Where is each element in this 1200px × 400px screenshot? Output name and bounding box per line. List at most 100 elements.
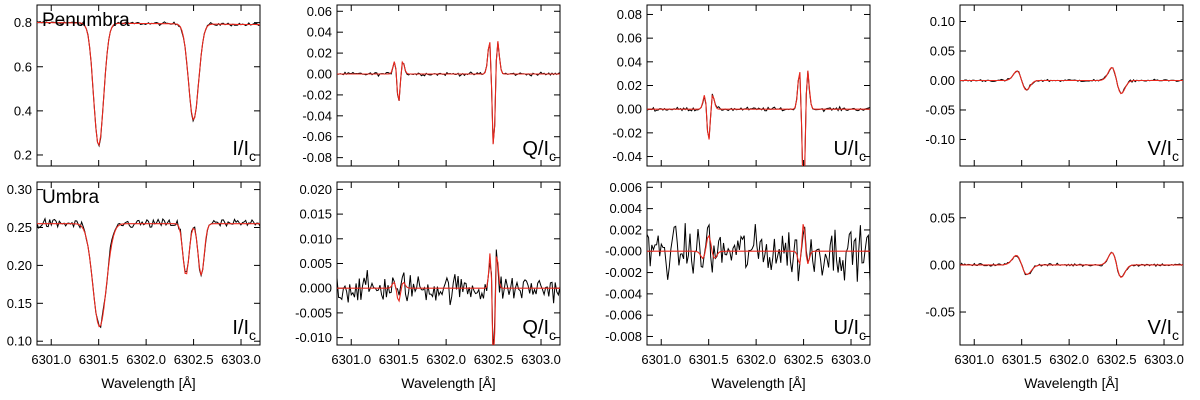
y-tick-label: 0.00 bbox=[930, 73, 955, 88]
y-tick-label: 0.15 bbox=[7, 296, 32, 311]
panel-umbra-v: -0.05 0.00 0.05 6301.0 6301.5 6302.0 6302.5 630… bbox=[925, 181, 1184, 391]
y-tick-label: -0.005 bbox=[295, 305, 332, 320]
y-tick-label: 0.002 bbox=[609, 222, 642, 237]
panel-penumbra-v: -0.10 -0.05 0.00 0.05 0.10 V/Ic bbox=[925, 4, 1184, 167]
observed-profile-line bbox=[37, 20, 260, 148]
plot-frame bbox=[36, 181, 261, 346]
y-tick-label: -0.004 bbox=[605, 286, 642, 301]
panel-penumbra-i: 0.2 0.4 0.6 0.8 Penumbra I/Ic bbox=[14, 4, 261, 167]
plot-frame bbox=[959, 4, 1184, 167]
observed-profile-line bbox=[337, 42, 560, 144]
region-label: Umbra bbox=[42, 187, 99, 208]
y-tick-label: 0.04 bbox=[307, 25, 332, 40]
y-tick-label: 0.06 bbox=[617, 31, 642, 46]
x-tick-label: 6303.0 bbox=[831, 352, 871, 367]
fit-profile-line bbox=[37, 223, 260, 328]
panel-penumbra-q: -0.08 -0.06 -0.04 -0.02 0.00 0.02 0.04 0.06 Q/Ic bbox=[302, 4, 561, 167]
x-tick-label: 6303.0 bbox=[221, 352, 261, 367]
fit-profile-line bbox=[647, 224, 870, 266]
y-tick-label: 0.00 bbox=[617, 102, 642, 117]
y-tick-label: 0.02 bbox=[307, 46, 332, 61]
y-tick-label: -0.010 bbox=[295, 330, 332, 345]
plot-frame bbox=[959, 181, 1184, 346]
quantity-label: I/Ic bbox=[232, 138, 256, 164]
x-axis-label: Wavelength [Å] bbox=[101, 375, 195, 391]
y-tick-label: -0.008 bbox=[605, 329, 642, 344]
y-tick-label: -0.002 bbox=[605, 265, 642, 280]
x-tick-label: 6301.5 bbox=[379, 352, 419, 367]
y-tick-label: 0.005 bbox=[299, 256, 332, 271]
y-tick-label: -0.006 bbox=[605, 308, 642, 323]
y-tick-label: 0.010 bbox=[299, 231, 332, 246]
y-tick-label: 0.00 bbox=[930, 257, 955, 272]
x-tick-label: 6302.5 bbox=[1097, 352, 1137, 367]
y-tick-label: 0.30 bbox=[7, 182, 32, 197]
y-tick-label: 0.00 bbox=[307, 67, 332, 82]
plot-frame bbox=[646, 181, 871, 346]
y-tick-label: -0.05 bbox=[925, 305, 955, 320]
y-tick-label: 0.20 bbox=[7, 258, 32, 273]
y-tick-label: 0.6 bbox=[14, 59, 32, 74]
y-tick-label: -0.02 bbox=[302, 87, 332, 102]
quantity-label: U/Ic bbox=[833, 317, 866, 343]
y-tick-label: -0.05 bbox=[925, 102, 955, 117]
x-tick-label: 6301.5 bbox=[1002, 352, 1042, 367]
observed-profile-line bbox=[647, 223, 870, 282]
x-tick-label: 6302.0 bbox=[126, 352, 166, 367]
x-tick-label: 6301.5 bbox=[79, 352, 119, 367]
y-tick-label: 0.25 bbox=[7, 220, 32, 235]
observed-profile-line bbox=[647, 70, 870, 166]
y-tick-label: -0.06 bbox=[302, 129, 332, 144]
x-tick-label: 6301.0 bbox=[31, 352, 71, 367]
y-tick-label: -0.10 bbox=[925, 132, 955, 147]
y-tick-label: 0.08 bbox=[617, 7, 642, 22]
x-tick-label: 6302.5 bbox=[174, 352, 214, 367]
y-tick-label: 0.10 bbox=[930, 14, 955, 29]
y-tick-label: -0.04 bbox=[612, 149, 642, 164]
quantity-label: Q/Ic bbox=[522, 138, 556, 164]
y-tick-label: -0.000 bbox=[605, 244, 642, 259]
y-tick-label: 0.8 bbox=[14, 15, 32, 30]
x-tick-label: 6303.0 bbox=[1144, 352, 1184, 367]
fit-profile-line bbox=[960, 66, 1183, 95]
quantity-label: Q/Ic bbox=[522, 317, 556, 343]
y-tick-label: 0.4 bbox=[14, 103, 32, 118]
y-tick-label: 0.05 bbox=[930, 210, 955, 225]
fit-profile-line bbox=[337, 253, 560, 345]
observed-profile-line bbox=[37, 217, 260, 329]
x-tick-label: 6301.5 bbox=[689, 352, 729, 367]
x-tick-label: 6301.0 bbox=[331, 352, 371, 367]
quantity-label: I/Ic bbox=[232, 317, 256, 343]
y-tick-label: 0.06 bbox=[307, 4, 332, 19]
quantity-label: V/Ic bbox=[1148, 317, 1179, 343]
x-axis-label: Wavelength [Å] bbox=[711, 375, 805, 391]
region-label: Penumbra bbox=[42, 10, 130, 31]
y-tick-label: 0.020 bbox=[299, 182, 332, 197]
x-tick-label: 6302.5 bbox=[784, 352, 824, 367]
fit-profile-line bbox=[37, 21, 260, 147]
panel-umbra-u: -0.008 -0.006 -0.004 -0.002 -0.000 0.002 0.004… bbox=[605, 180, 871, 391]
quantity-label: V/Ic bbox=[1148, 138, 1179, 164]
x-tick-label: 6301.0 bbox=[954, 352, 994, 367]
x-tick-label: 6301.0 bbox=[641, 352, 681, 367]
quantity-label: U/Ic bbox=[833, 138, 866, 164]
x-tick-label: 6302.5 bbox=[474, 352, 514, 367]
y-tick-label: -0.04 bbox=[302, 108, 332, 123]
panel-umbra-i: 0.10 0.15 0.20 0.25 0.30 6301.0 6301.5 6302.0 63… bbox=[7, 181, 261, 391]
x-tick-label: 6303.0 bbox=[521, 352, 561, 367]
plot-frame bbox=[336, 4, 561, 167]
y-tick-label: 0.004 bbox=[609, 201, 642, 216]
y-tick-label: 0.2 bbox=[14, 147, 32, 162]
panel-umbra-q: -0.010 -0.005 0.000 0.005 0.010 0.015 0.020 630… bbox=[295, 181, 561, 391]
y-tick-label: 0.02 bbox=[617, 78, 642, 93]
x-axis-label: Wavelength [Å] bbox=[401, 375, 495, 391]
y-tick-label: 0.006 bbox=[609, 180, 642, 195]
panel-penumbra-u: -0.04 -0.02 0.00 0.02 0.04 0.06 0.08 U/Ic bbox=[612, 4, 871, 167]
y-tick-label: 0.04 bbox=[617, 54, 642, 69]
x-tick-label: 6302.0 bbox=[426, 352, 466, 367]
y-tick-label: 0.10 bbox=[7, 334, 32, 349]
fit-profile-line bbox=[337, 41, 560, 145]
fit-profile-line bbox=[960, 251, 1183, 278]
x-tick-label: 6302.0 bbox=[1049, 352, 1089, 367]
